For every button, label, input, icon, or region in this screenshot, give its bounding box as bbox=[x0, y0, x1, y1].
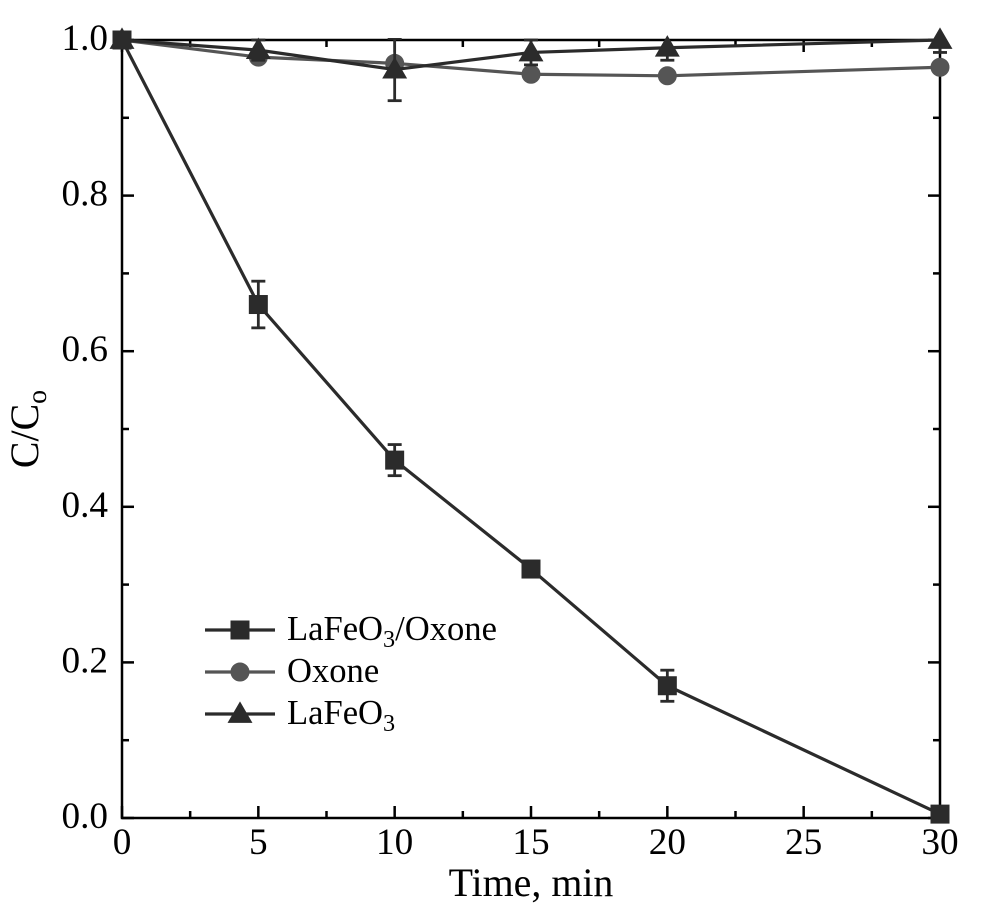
y-tick-label: 0.6 bbox=[61, 329, 108, 370]
y-tick-label: 0.2 bbox=[61, 640, 108, 681]
x-axis-label: Time, min bbox=[449, 860, 614, 903]
x-tick-label: 15 bbox=[512, 822, 549, 863]
x-tick-label: 30 bbox=[921, 822, 958, 863]
x-tick-label: 10 bbox=[376, 822, 413, 863]
y-tick-label: 0.4 bbox=[61, 485, 108, 526]
chart-svg: 0510152025300.00.20.40.60.81.0Time, minC… bbox=[0, 0, 982, 903]
y-tick-label: 1.0 bbox=[61, 18, 108, 59]
x-tick-label: 0 bbox=[113, 822, 132, 863]
x-tick-label: 25 bbox=[785, 822, 822, 863]
x-tick-label: 5 bbox=[249, 822, 268, 863]
y-tick-label: 0.8 bbox=[61, 174, 108, 215]
legend-label: LaFeO3 bbox=[287, 694, 395, 737]
x-tick-label: 20 bbox=[649, 822, 686, 863]
y-tick-label: 0.0 bbox=[61, 796, 108, 837]
chart-container: 0510152025300.00.20.40.60.81.0Time, minC… bbox=[0, 0, 982, 903]
legend-label: Oxone bbox=[287, 652, 379, 690]
